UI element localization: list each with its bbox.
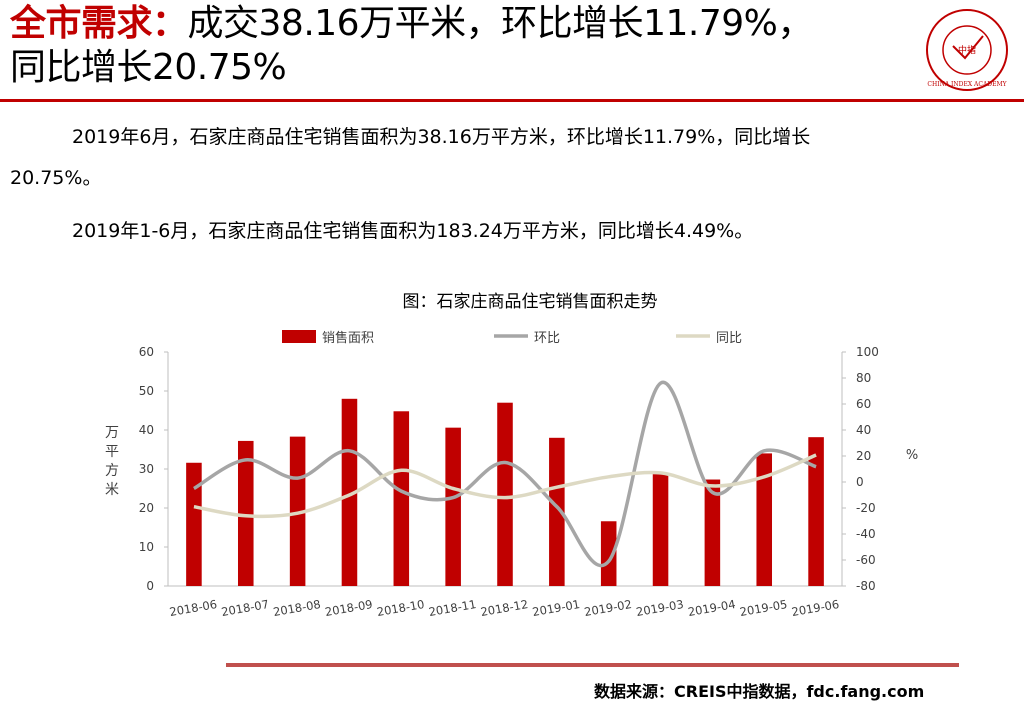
y-right-tick-label: 0	[856, 475, 864, 489]
x-tick-label: 2018-06	[168, 597, 218, 619]
y-left-tick-label: 10	[139, 540, 154, 554]
page-title-rest: 成交38.16万平米，环比增长11.79%，	[187, 3, 814, 44]
y-right-tick-label: 40	[856, 423, 871, 437]
legend-yoy-label: 同比	[716, 331, 742, 346]
paragraph-2: 2019年1-6月，石家庄商品住宅销售面积为183.24万平方米，同比增长4.4…	[72, 220, 754, 242]
y-left-axis-title-char: 方	[105, 463, 119, 479]
y-right-axis-title: %	[906, 448, 918, 463]
x-tick-label: 2018-09	[324, 597, 374, 619]
page-title-key: 全市需求：	[10, 3, 188, 44]
data-source: 数据来源：CREIS中指数据，fdc.fang.com	[594, 682, 925, 701]
page-title-line2: 同比增长20.75%	[10, 47, 287, 88]
title-divider	[0, 99, 1024, 102]
bar-sales-area	[341, 398, 358, 586]
page-title: 全市需求：成交38.16万平米，环比增长11.79%， 同比增长20.75%	[10, 2, 910, 90]
y-left-axis-title-char: 万	[105, 425, 119, 441]
line-mom	[193, 380, 817, 568]
legend-sales-area-label: 销售面积	[322, 330, 374, 346]
y-left-tick-label: 60	[139, 345, 154, 359]
y-left-tick-label: 0	[146, 579, 154, 593]
y-right-tick-label: 20	[856, 449, 871, 463]
x-tick-label: 2018-11	[428, 597, 478, 619]
x-tick-label: 2019-02	[583, 597, 633, 619]
logo-caption: CHINA INDEX ACADEMY	[927, 81, 1007, 88]
x-tick-label: 2019-06	[791, 597, 841, 619]
bar-sales-area	[704, 479, 721, 586]
y-left-axis-title-char: 平	[105, 444, 119, 460]
y-right-tick-label: -20	[856, 501, 876, 515]
china-index-academy-logo-icon: 中指 CHINA INDEX ACADEMY	[926, 9, 1008, 91]
bar-sales-area	[808, 437, 824, 586]
y-right-tick-label: -80	[856, 579, 876, 593]
legend-sales-area-swatch	[282, 330, 316, 343]
y-right-tick-label: -60	[856, 553, 876, 567]
footer-divider	[226, 663, 959, 667]
y-right-tick-label: 80	[856, 371, 871, 385]
x-tick-label: 2019-04	[687, 597, 737, 619]
paragraph-1-line-2: 20.75%。	[10, 167, 102, 189]
logo-center-text: 中指	[958, 44, 976, 56]
bar-sales-area	[600, 521, 617, 586]
x-tick-label: 2019-03	[635, 597, 685, 619]
x-tick-label: 2019-01	[531, 597, 581, 619]
y-right-tick-label: -40	[856, 527, 876, 541]
y-left-axis-title-char: 米	[105, 482, 119, 498]
bar-sales-area	[186, 462, 202, 586]
bar-sales-area	[393, 411, 410, 586]
line-yoy	[193, 453, 817, 519]
x-tick-label: 2018-07	[220, 597, 270, 619]
x-tick-label: 2019-05	[739, 597, 789, 619]
x-tick-label: 2018-12	[479, 597, 529, 619]
y-right-tick-label: 100	[856, 345, 879, 359]
sales-area-chart: 0 10 20 30 40 50 60 -80 -60 -40 -20 0 20 40 60 80 100 万平方…	[105, 330, 918, 619]
y-left-tick-label: 40	[139, 423, 154, 437]
bar-sales-area	[289, 436, 306, 586]
bar-sales-area	[549, 437, 565, 586]
y-right-tick-label: 60	[856, 397, 871, 411]
bar-sales-area	[497, 402, 513, 586]
y-left-tick-label: 20	[139, 501, 154, 515]
x-tick-label: 2018-10	[376, 597, 426, 619]
paragraph-1-line-1: 2019年6月，石家庄商品住宅销售面积为38.16万平方米，环比增长11.79%…	[72, 126, 811, 148]
bar-sales-area	[652, 472, 669, 586]
legend-mom-label: 环比	[534, 331, 560, 346]
bar-sales-area	[237, 440, 254, 586]
x-tick-label: 2018-08	[272, 597, 322, 619]
y-left-tick-label: 30	[139, 462, 154, 476]
bar-sales-area	[756, 453, 773, 586]
bar-sales-area	[445, 427, 461, 586]
chart-title: 图：石家庄商品住宅销售面积走势	[402, 292, 658, 312]
y-left-tick-label: 50	[139, 384, 154, 398]
